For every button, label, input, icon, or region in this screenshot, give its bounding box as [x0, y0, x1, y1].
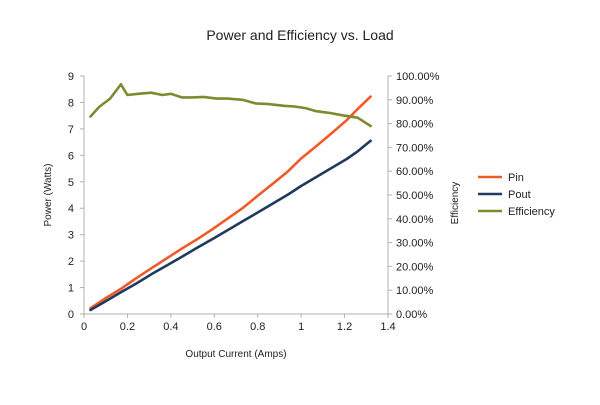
y-tick-label: 0	[68, 309, 74, 321]
legend-label-pin: Pin	[508, 172, 524, 184]
chart-title: Power and Efficiency vs. Load	[206, 27, 393, 43]
y-tick-label: 2	[68, 256, 74, 268]
y2-tick-label: 60.00%	[396, 166, 434, 178]
x-tick-label: 0	[81, 321, 87, 333]
y-axis-title: Power (Watts)	[43, 164, 54, 227]
x-tick-label: 1	[298, 321, 304, 333]
x-tick-label: 1.4	[380, 321, 395, 333]
y-tick-label: 8	[68, 97, 74, 109]
y-tick-label: 4	[68, 203, 74, 215]
y-tick-label: 1	[68, 283, 74, 295]
y-tick-label: 6	[68, 150, 74, 162]
y2-tick-label: 100.00%	[396, 71, 440, 83]
y-tick-label: 5	[68, 177, 74, 189]
y-tick-label: 9	[68, 71, 74, 83]
y2-tick-label: 10.00%	[396, 285, 434, 297]
series-line-pin	[89, 95, 372, 310]
series-line-pout	[89, 139, 372, 312]
y2-tick-label: 80.00%	[396, 119, 434, 131]
y2-tick-label: 70.00%	[396, 142, 434, 154]
legend-label-efficiency: Efficiency	[508, 206, 555, 218]
y2-tick-label: 20.00%	[396, 261, 434, 273]
x-tick-label: 0.8	[250, 321, 265, 333]
x-tick-label: 1.2	[337, 321, 352, 333]
legend-label-pout: Pout	[508, 189, 531, 201]
plot-area: 0 0.2 0.4 0.6 0.8 1 1.2 1.401234567890.00%10.00…	[68, 71, 440, 333]
y2-tick-label: 40.00%	[396, 214, 434, 226]
series-line-efficiency	[89, 83, 372, 128]
y-tick-label: 7	[68, 124, 74, 136]
y2-tick-label: 0.00%	[396, 309, 427, 321]
y2-tick-label: 90.00%	[396, 95, 434, 107]
x-tick-label: 0.4	[163, 321, 178, 333]
y-tick-label: 3	[68, 230, 74, 242]
y2-tick-label: 30.00%	[396, 238, 434, 250]
y2-axis-title: Efficiency	[450, 182, 461, 225]
x-axis-title: Output Current (Amps)	[185, 349, 286, 360]
y2-tick-label: 50.00%	[396, 190, 434, 202]
legend: Pin Pout Efficiency	[478, 172, 555, 218]
x-tick-label: 0.6	[207, 321, 222, 333]
x-tick-label: 0.2	[120, 321, 135, 333]
